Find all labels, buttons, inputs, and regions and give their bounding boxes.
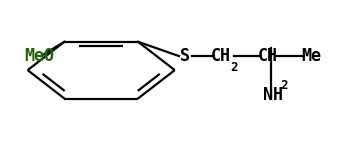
Text: 2: 2 [280, 79, 288, 92]
Text: MeO: MeO [24, 47, 54, 65]
Text: NH: NH [263, 86, 283, 104]
Text: CH: CH [258, 47, 277, 65]
Text: S: S [180, 47, 190, 65]
Text: Me: Me [301, 47, 321, 65]
Text: CH: CH [210, 47, 230, 65]
Text: 2: 2 [230, 61, 237, 73]
